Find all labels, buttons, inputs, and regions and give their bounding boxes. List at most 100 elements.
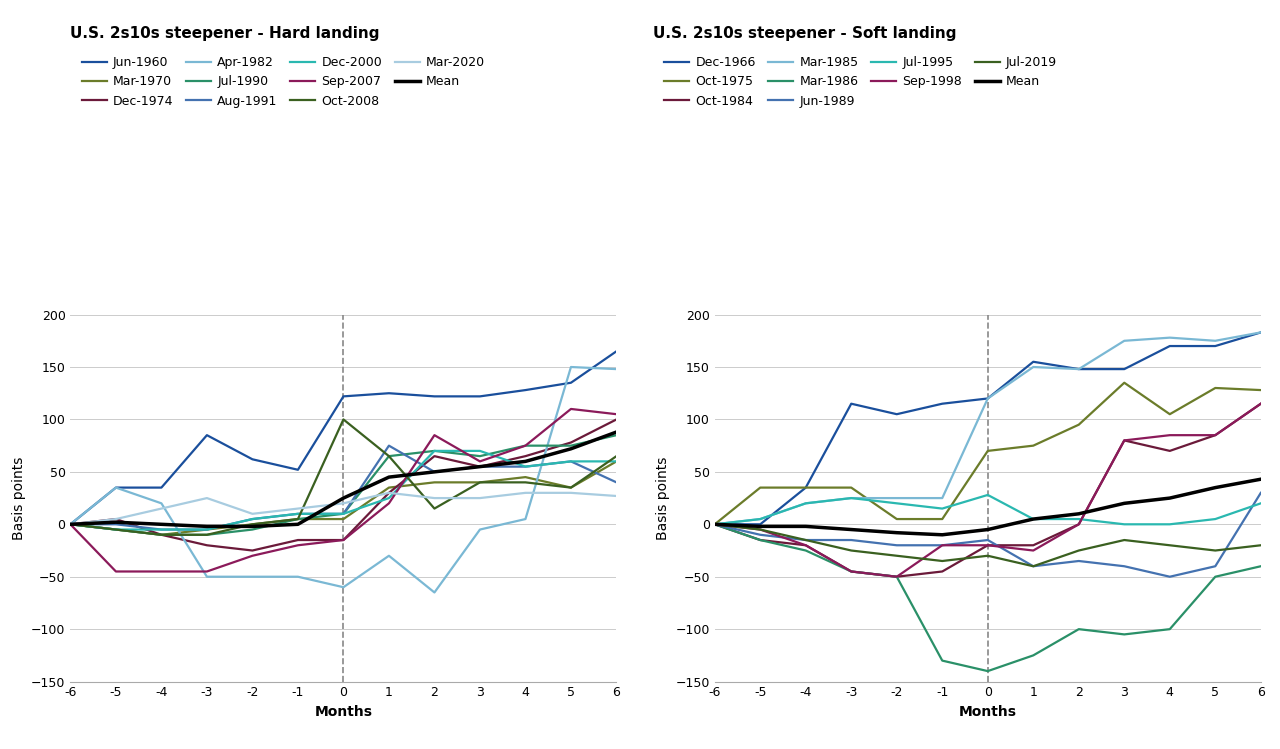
Dec-1974 (200, 541, 215, 550)
Mar-2020 (381, 488, 397, 497)
Aug-1991 (200, 525, 215, 534)
Oct-2008 (154, 530, 169, 539)
Dec-2000 (244, 515, 260, 524)
Jul-2019 (1025, 562, 1041, 571)
Mean (154, 520, 169, 529)
Jun-1989 (1071, 557, 1087, 565)
Jun-1960 (291, 465, 306, 474)
Jun-1960 (381, 389, 397, 398)
Dec-1966 (1207, 342, 1222, 351)
Dec-2000 (335, 509, 351, 518)
Mar-2020 (200, 494, 215, 503)
Dec-2000 (109, 525, 124, 534)
Aug-1991 (472, 462, 488, 471)
Jul-2019 (1071, 546, 1087, 555)
Oct-1975 (1116, 378, 1132, 387)
Jul-1990 (63, 520, 78, 529)
Oct-2008 (518, 478, 534, 487)
Jul-1990 (563, 441, 579, 450)
Dec-1966 (844, 399, 859, 408)
Line: Mar-1970: Mar-1970 (70, 461, 617, 535)
Apr-1982 (109, 483, 124, 492)
Jun-1960 (109, 483, 124, 492)
Oct-1975 (1025, 441, 1041, 450)
Jun-1960 (244, 455, 260, 464)
Sep-2007 (63, 520, 78, 529)
Dec-1974 (381, 488, 397, 497)
Mean (980, 525, 996, 534)
Oct-1975 (753, 483, 768, 492)
Mar-1985 (1025, 363, 1041, 372)
Jun-1989 (1162, 572, 1178, 581)
Jul-1990 (472, 452, 488, 461)
Dec-1966 (753, 520, 768, 529)
Mar-2020 (291, 504, 306, 513)
Aug-1991 (609, 478, 625, 487)
Oct-2008 (426, 504, 442, 513)
Mar-1985 (934, 494, 950, 503)
Oct-1984 (753, 536, 768, 545)
Mar-1986 (844, 567, 859, 576)
Line: Oct-1975: Oct-1975 (714, 383, 1261, 524)
Sep-2007 (200, 567, 215, 576)
Jul-1995 (1116, 520, 1132, 529)
Dec-1966 (707, 520, 722, 529)
Mean (890, 528, 905, 537)
Oct-1984 (707, 520, 722, 529)
Mar-1986 (797, 546, 813, 555)
Aug-1991 (563, 457, 579, 466)
Text: U.S. 2s10s steepener - Hard landing: U.S. 2s10s steepener - Hard landing (70, 26, 380, 41)
Dec-1974 (472, 462, 488, 471)
Jul-1990 (291, 515, 306, 524)
Legend: Dec-1966, Oct-1975, Oct-1984, Mar-1985, Mar-1986, Jun-1989, Jul-1995, Sep-1998, : Dec-1966, Oct-1975, Oct-1984, Mar-1985, … (659, 51, 1062, 112)
Mar-1970 (200, 525, 215, 534)
Oct-2008 (609, 452, 625, 461)
Mar-1970 (335, 515, 351, 524)
Jul-1990 (381, 452, 397, 461)
Mar-2020 (63, 520, 78, 529)
X-axis label: Months: Months (315, 705, 372, 719)
Oct-1984 (980, 541, 996, 550)
Line: Sep-1998: Sep-1998 (714, 404, 1261, 577)
Mar-2020 (518, 488, 534, 497)
Mar-1970 (109, 525, 124, 534)
Mean (63, 520, 78, 529)
Oct-1984 (934, 567, 950, 576)
Mean (1025, 515, 1041, 524)
Mar-1970 (63, 520, 78, 529)
Mar-2020 (154, 504, 169, 513)
Aug-1991 (381, 441, 397, 450)
Aug-1991 (291, 509, 306, 518)
Dec-2000 (63, 520, 78, 529)
Jun-1989 (1025, 562, 1041, 571)
Sep-1998 (1025, 546, 1041, 555)
Line: Jul-1995: Jul-1995 (714, 495, 1261, 524)
Jul-1995 (1162, 520, 1178, 529)
Line: Jul-1990: Jul-1990 (70, 435, 617, 535)
Oct-1975 (1207, 383, 1222, 392)
Y-axis label: Basis points: Basis points (655, 456, 669, 540)
Mar-1985 (1207, 336, 1222, 345)
Mean (1253, 475, 1268, 484)
Oct-1984 (844, 567, 859, 576)
Jul-2019 (1253, 541, 1268, 550)
Mar-1986 (890, 572, 905, 581)
Jun-1960 (563, 378, 579, 387)
Oct-2008 (563, 483, 579, 492)
Dec-1966 (1025, 357, 1041, 366)
Jul-2019 (844, 546, 859, 555)
Line: Jun-1989: Jun-1989 (714, 493, 1261, 577)
Jul-1995 (707, 520, 722, 529)
Apr-1982 (518, 515, 534, 524)
Jul-1995 (1207, 515, 1222, 524)
Mean (200, 522, 215, 531)
Sep-2007 (472, 457, 488, 466)
Jul-1990 (518, 441, 534, 450)
Dec-1974 (109, 515, 124, 524)
Mar-2020 (244, 509, 260, 518)
Mar-2020 (563, 488, 579, 497)
Mean (518, 457, 534, 466)
Oct-1975 (797, 483, 813, 492)
Dec-1974 (154, 530, 169, 539)
Oct-1975 (707, 520, 722, 529)
